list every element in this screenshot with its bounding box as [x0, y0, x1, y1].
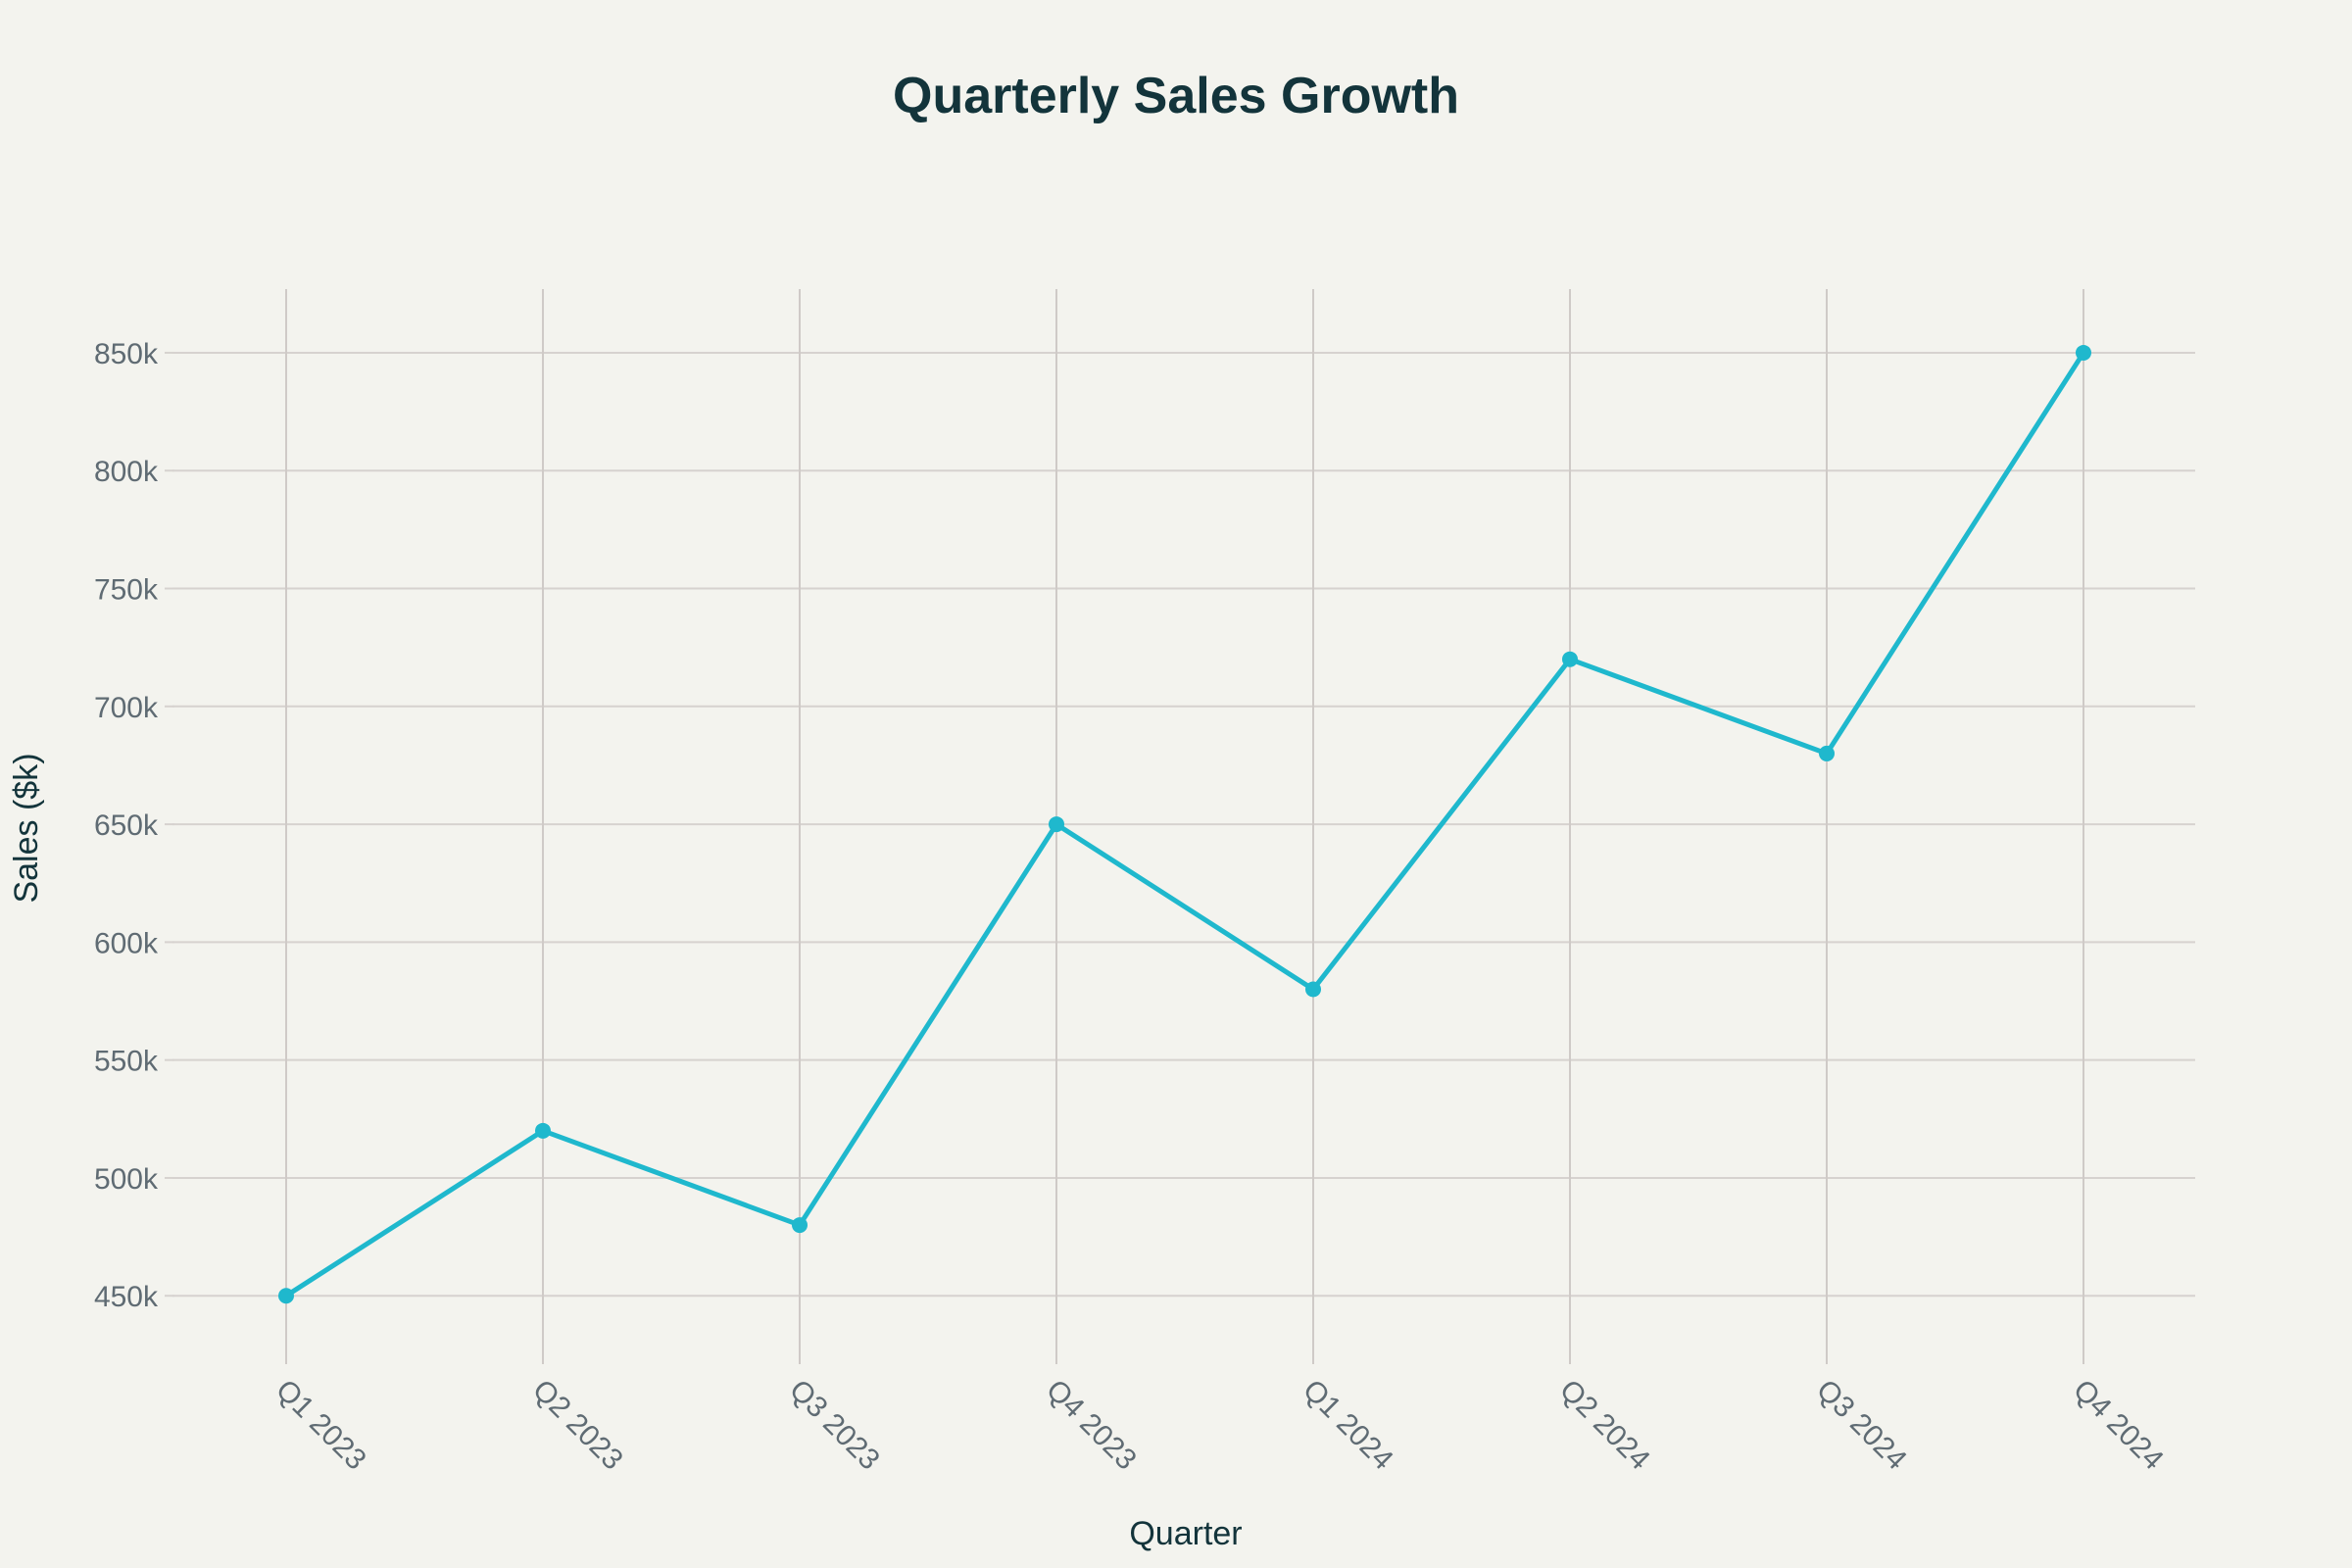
data-point: [1049, 816, 1064, 833]
series-line: [284, 351, 2086, 1298]
x-tick-label: Q1 2024: [1297, 1374, 1399, 1477]
x-axis: Q1 2023 Q2 2023 Q3 2023 Q4 2023 Q1 2024 Q2 20…: [270, 1374, 2170, 1477]
y-tick-label: 500k: [94, 1163, 159, 1196]
y-tick-label: 850k: [94, 338, 159, 370]
data-point: [1562, 651, 1578, 667]
x-tick-label: Q4 2023: [1040, 1374, 1143, 1477]
y-axis: 450k 500k 550k 600k 650k 700k 750k 800k 850k: [94, 338, 174, 1313]
x-axis-label: Quarter: [1129, 1515, 1242, 1552]
y-tick-label: 650k: [94, 809, 159, 842]
grid: [172, 289, 2195, 1364]
data-point: [1305, 981, 1321, 998]
x-tick-label: Q2 2023: [526, 1374, 629, 1477]
y-tick-label: 700k: [94, 692, 159, 724]
y-tick-label: 800k: [94, 456, 159, 488]
chart-title: Quarterly Sales Growth: [893, 68, 1459, 124]
x-tick-label: Q4 2024: [2067, 1374, 2170, 1477]
x-tick-label: Q1 2023: [270, 1374, 372, 1477]
x-tick-label: Q2 2024: [1553, 1374, 1656, 1477]
y-tick-label: 600k: [94, 927, 159, 959]
y-tick-label: 450k: [94, 1281, 159, 1313]
y-axis-label: Sales ($k): [8, 753, 45, 903]
data-point: [278, 1288, 294, 1304]
x-tick-label: Q3 2024: [1810, 1374, 1913, 1477]
x-tick-label: Q3 2023: [783, 1374, 886, 1477]
data-point: [535, 1122, 551, 1139]
data-point: [1819, 745, 1835, 761]
data-point: [2076, 344, 2091, 361]
y-tick-label: 550k: [94, 1046, 159, 1078]
data-points: [278, 344, 2091, 1304]
data-point: [792, 1217, 808, 1234]
y-tick-label: 750k: [94, 574, 159, 607]
